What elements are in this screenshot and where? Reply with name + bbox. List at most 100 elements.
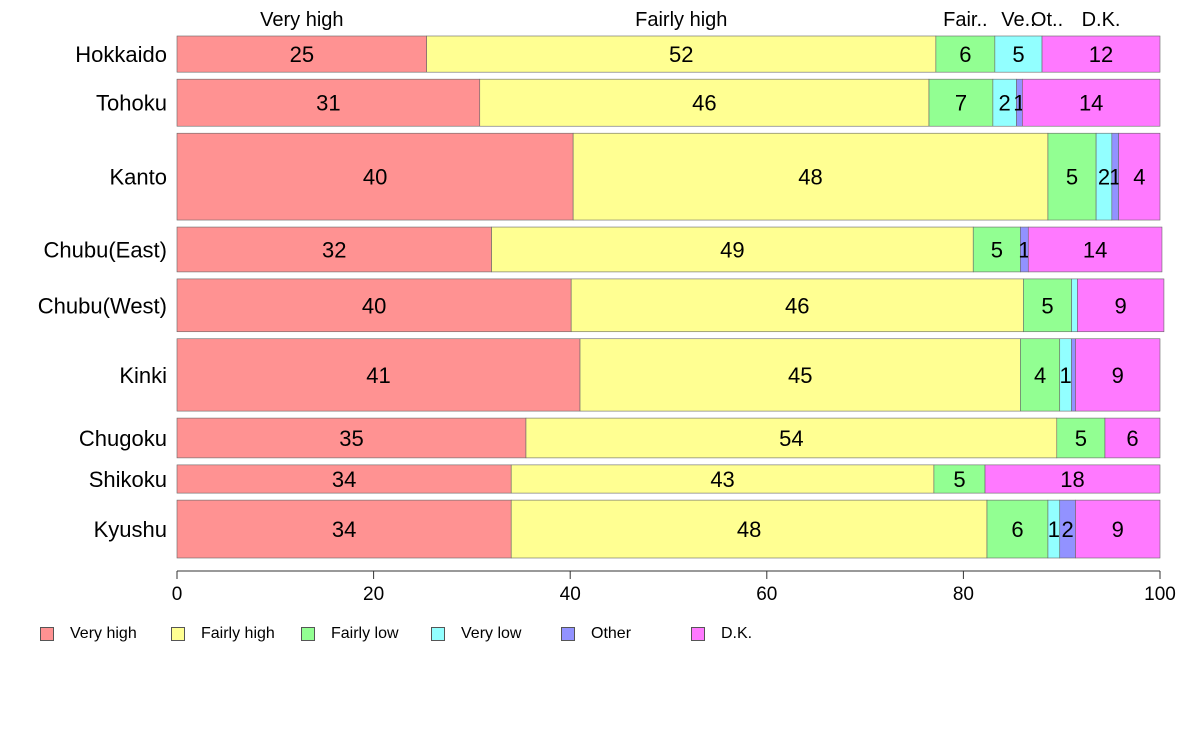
category-label-chubu-east: Chubu(East)	[43, 237, 167, 262]
data-label-hokkaido-d-k: 12	[1089, 42, 1113, 67]
bar-hokkaido-fairly-high	[426, 35, 937, 73]
data-label-kyushu-fairly-high: 48	[737, 517, 761, 542]
legend-swatch-fairly-low	[301, 627, 315, 641]
data-label-chubu-west-fairly-low: 5	[1041, 293, 1053, 318]
bar-kyushu-fairly-low	[986, 499, 1049, 559]
legend-label-dk: D.K.	[721, 625, 753, 642]
bar-kanto-d-k	[1118, 132, 1161, 221]
bar-tohoku-very-high	[176, 78, 481, 127]
top-label-fairly-high: Fairly high	[635, 9, 727, 31]
data-label-kyushu-fairly-low: 6	[1011, 517, 1023, 542]
data-label-kinki-fairly-high: 45	[788, 363, 812, 388]
top-label-very-low: Ve..	[1001, 9, 1035, 31]
data-label-shikoku-fairly-low: 5	[953, 467, 965, 492]
top-label-fairly-low: Fair..	[943, 9, 987, 31]
legend-item-other: Other	[561, 624, 631, 644]
category-label-kyushu: Kyushu	[94, 517, 167, 542]
legend-swatch-other	[561, 627, 575, 641]
top-label-d-k: D.K.	[1082, 9, 1121, 31]
bar-chubu-east-fairly-low	[972, 226, 1021, 273]
bar-kinki-very-high	[176, 338, 581, 412]
bar-chubu-east-fairly-high	[491, 226, 974, 273]
bar-chubu-west-fairly-high	[570, 278, 1024, 333]
category-label-shikoku: Shikoku	[89, 467, 167, 492]
top-label-very-high: Very high	[260, 9, 343, 31]
data-label-kinki-very-high: 41	[366, 363, 390, 388]
bar-shikoku-very-high	[176, 464, 512, 494]
legend-item-very-high: Very high	[40, 624, 137, 644]
chart-legend: Very high Fairly high Fairly low Very lo…	[40, 624, 800, 644]
category-label-chubu-west: Chubu(West)	[38, 293, 167, 318]
bar-tohoku-d-k	[1022, 78, 1161, 127]
bar-chubu-east-very-high	[176, 226, 492, 273]
data-label-kinki-very-low: 1	[1060, 363, 1072, 388]
legend-item-very-low: Very low	[431, 624, 521, 644]
bar-shikoku-d-k	[984, 464, 1161, 494]
bar-chubu-west-d-k	[1077, 278, 1165, 333]
data-label-kanto-very-low: 2	[1098, 165, 1110, 190]
data-label-chubu-east-other: 1	[1018, 237, 1030, 262]
data-label-tohoku-very-high: 31	[316, 91, 340, 116]
bar-chubu-east-d-k	[1027, 226, 1163, 273]
bar-kinki-fairly-high	[579, 338, 1021, 412]
data-label-tohoku-fairly-low: 7	[955, 91, 967, 116]
bar-chugoku-very-high	[176, 417, 527, 459]
data-label-chugoku-d-k: 6	[1126, 426, 1138, 451]
data-label-kanto-other: 1	[1109, 165, 1121, 190]
bar-chubu-west-very-high	[176, 278, 572, 333]
category-label-tohoku: Tohoku	[96, 91, 167, 116]
legend-item-fairly-high: Fairly high	[171, 624, 275, 644]
legend-label-very-high: Very high	[70, 625, 137, 642]
legend-swatch-fairly-high	[171, 627, 185, 641]
data-label-kyushu-very-high: 34	[332, 517, 356, 542]
category-label-chugoku: Chugoku	[79, 426, 167, 451]
x-tick-label-80: 80	[953, 584, 974, 605]
bar-kanto-very-high	[176, 132, 574, 221]
bar-hokkaido-d-k	[1041, 35, 1161, 73]
bar-chubu-west-fairly-low	[1023, 278, 1072, 333]
data-label-kanto-fairly-high: 48	[798, 165, 822, 190]
bar-shikoku-fairly-high	[510, 464, 935, 494]
data-label-tohoku-fairly-high: 46	[692, 91, 716, 116]
bar-kyushu-very-high	[176, 499, 512, 559]
data-label-kinki-d-k: 9	[1112, 363, 1124, 388]
category-label-kinki: Kinki	[119, 363, 167, 388]
data-label-kyushu-other: 2	[1061, 517, 1073, 542]
bar-hokkaido-very-high	[176, 35, 427, 73]
legend-item-dk: D.K.	[691, 624, 752, 644]
bar-tohoku-fairly-high	[479, 78, 930, 127]
bar-chugoku-fairly-low	[1056, 417, 1106, 459]
bar-kinki-other	[1071, 338, 1076, 412]
data-label-chubu-west-fairly-high: 46	[785, 293, 809, 318]
bar-kanto-fairly-high	[572, 132, 1049, 221]
bar-tohoku-fairly-low	[928, 78, 994, 127]
data-label-shikoku-fairly-high: 43	[710, 467, 734, 492]
data-label-kinki-fairly-low: 4	[1034, 363, 1046, 388]
bar-chugoku-fairly-high	[525, 417, 1058, 459]
bar-shikoku-fairly-low	[933, 464, 986, 494]
legend-swatch-very-high	[40, 627, 54, 641]
data-label-chugoku-very-high: 35	[339, 426, 363, 451]
data-label-kyushu-d-k: 9	[1112, 517, 1124, 542]
data-label-shikoku-d-k: 18	[1060, 467, 1084, 492]
data-label-chubu-east-d-k: 14	[1083, 237, 1107, 262]
legend-label-other: Other	[591, 625, 632, 642]
data-label-hokkaido-fairly-high: 52	[669, 42, 693, 67]
legend-label-very-low: Very low	[461, 625, 522, 642]
data-label-kanto-fairly-low: 5	[1066, 165, 1078, 190]
legend-label-fairly-high: Fairly high	[201, 625, 275, 642]
legend-swatch-very-low	[431, 627, 445, 641]
bar-kyushu-fairly-high	[510, 499, 988, 559]
data-label-chubu-west-d-k: 9	[1115, 293, 1127, 318]
legend-swatch-dk	[691, 627, 705, 641]
x-tick-label-40: 40	[560, 584, 581, 605]
data-label-kyushu-very-low: 1	[1048, 517, 1060, 542]
data-label-hokkaido-very-low: 5	[1012, 42, 1024, 67]
data-label-chubu-west-very-high: 40	[362, 293, 386, 318]
x-tick-label-100: 100	[1144, 584, 1176, 605]
data-label-hokkaido-very-high: 25	[290, 42, 314, 67]
data-label-shikoku-very-high: 34	[332, 467, 356, 492]
bar-kinki-d-k	[1075, 338, 1161, 412]
data-label-tohoku-d-k: 14	[1079, 91, 1103, 116]
